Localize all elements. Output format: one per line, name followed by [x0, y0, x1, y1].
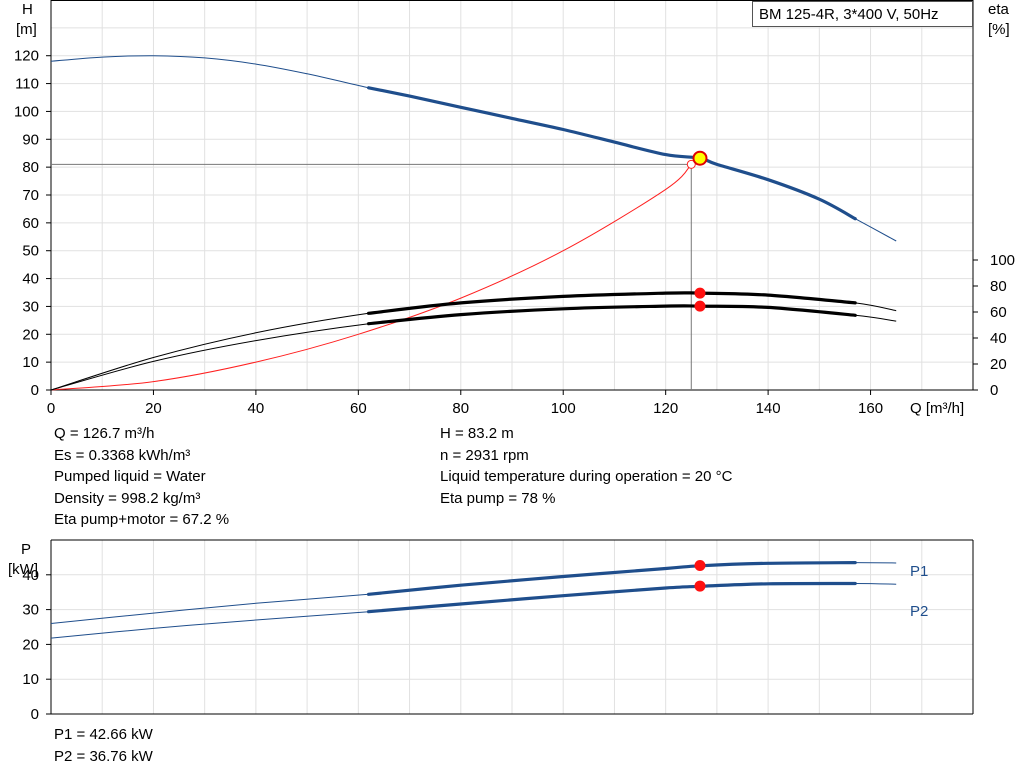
- head-chart-grid: [50, 0, 973, 391]
- head-curve-bold: [367, 86, 857, 221]
- y2-tick-label: 100: [990, 252, 1015, 269]
- operating-point-marker: [692, 150, 708, 166]
- y-tick-label: 60: [22, 215, 39, 232]
- y-tick-label: 70: [22, 187, 39, 204]
- y-tick-label: 50: [22, 243, 39, 260]
- x-tick-label: 140: [756, 400, 781, 417]
- y2-axis-unit-eta: [%]: [988, 21, 1010, 38]
- y2-tick-label: 60: [990, 304, 1007, 321]
- info-specific-energy: Es = 0.3368 kWh/m³: [54, 446, 191, 464]
- info-eta-pump-motor: Eta pump+motor = 67.2 %: [54, 511, 230, 528]
- x-tick-label: 40: [248, 400, 265, 417]
- eta-marker-2: [694, 300, 706, 312]
- p-y-tick-label: 20: [22, 636, 39, 653]
- x-tick-label: 80: [452, 400, 469, 417]
- info-speed: n = 2931 rpm: [440, 446, 529, 464]
- power-marker-1: [694, 560, 706, 572]
- x-tick-label: 20: [145, 400, 162, 417]
- y2-tick-label: 0: [990, 382, 998, 399]
- eta-total-curve-bold: [367, 304, 857, 326]
- y2-tick-label: 20: [990, 356, 1007, 373]
- power-info-block: P1 = 42.66 kW P2 = 36.76 kW: [54, 724, 153, 767]
- y-tick-label: 40: [22, 271, 39, 288]
- power-curve-p1-bold: [367, 561, 857, 596]
- x-tick-label: 100: [551, 400, 576, 417]
- y-tick-label: 20: [22, 326, 39, 343]
- power-curve-p1-thin: [50, 562, 897, 624]
- y-axis-unit-p: [kW]: [8, 561, 38, 578]
- info-pumped-liquid: Pumped liquid = Water: [54, 468, 206, 485]
- y-tick-label: 80: [22, 159, 39, 176]
- y-axis-label-p: P: [21, 541, 31, 558]
- y-tick-label: 30: [22, 298, 39, 315]
- info-right-block: H = 83.2 m n = 2931 rpm Liquid temperatu…: [440, 423, 732, 509]
- required-duty-marker: [686, 159, 696, 169]
- y-axis-unit-h: [m]: [16, 21, 37, 38]
- info-liquid-temperature: Liquid temperature during operation = 20…: [440, 468, 733, 485]
- y2-axis-label-eta: eta: [988, 1, 1010, 18]
- y2-tick-label: 40: [990, 330, 1007, 347]
- y-tick-label: 10: [22, 354, 39, 371]
- y-tick-label: 120: [14, 48, 39, 65]
- x-tick-label: 60: [350, 400, 367, 417]
- y-tick-label: 90: [22, 131, 39, 148]
- x-tick-label: 120: [653, 400, 678, 417]
- y-axis-label-h: H: [22, 1, 33, 18]
- p-y-tick-label: 0: [31, 706, 39, 723]
- head-chart-axes: 0 10 20 30 40 50 60 70 80 90 100 110 120 0 20 40 60 80 100…: [14, 0, 1015, 417]
- y-tick-label: 100: [14, 103, 39, 120]
- info-left-block: Q = 126.7 m³/h Es = 0.3368 kWh/m³ Pumped…: [54, 423, 229, 531]
- info-density: Density = 998.2 kg/m³: [54, 489, 201, 507]
- series-label-p2: P2: [910, 603, 928, 620]
- p-y-tick-label: 10: [22, 671, 39, 688]
- info-eta-pump: Eta pump = 78 %: [440, 489, 556, 507]
- power-chart-grid: [50, 539, 974, 715]
- eta-marker-1: [694, 287, 706, 299]
- y-tick-label: 0: [31, 382, 39, 399]
- info-p2: P2 = 36.76 kW: [54, 747, 153, 765]
- power-marker-2: [694, 580, 706, 592]
- y-tick-label: 110: [15, 76, 39, 93]
- p-y-tick-label: 40: [22, 567, 39, 584]
- x-tick-label: 160: [858, 400, 883, 417]
- y2-tick-label: 80: [990, 278, 1007, 295]
- x-axis-label: Q [m³/h]: [910, 400, 964, 417]
- series-label-p1: P1: [910, 563, 928, 580]
- info-p1: P1 = 42.66 kW: [54, 726, 153, 743]
- x-tick-label: 0: [47, 400, 55, 417]
- head-chart-series: [50, 55, 897, 391]
- power-chart-series: [50, 560, 897, 639]
- p-y-tick-label: 30: [22, 602, 39, 619]
- info-flow: Q = 126.7 m³/h: [54, 425, 155, 442]
- eta-pump-curve-bold: [367, 291, 857, 315]
- info-head: H = 83.2 m: [440, 425, 514, 442]
- pump-model-badge: BM 125-4R, 3*400 V, 50Hz: [752, 1, 973, 27]
- power-chart-axes: 0 10 20 30 40: [22, 539, 974, 723]
- power-curve-p2-bold: [367, 581, 857, 614]
